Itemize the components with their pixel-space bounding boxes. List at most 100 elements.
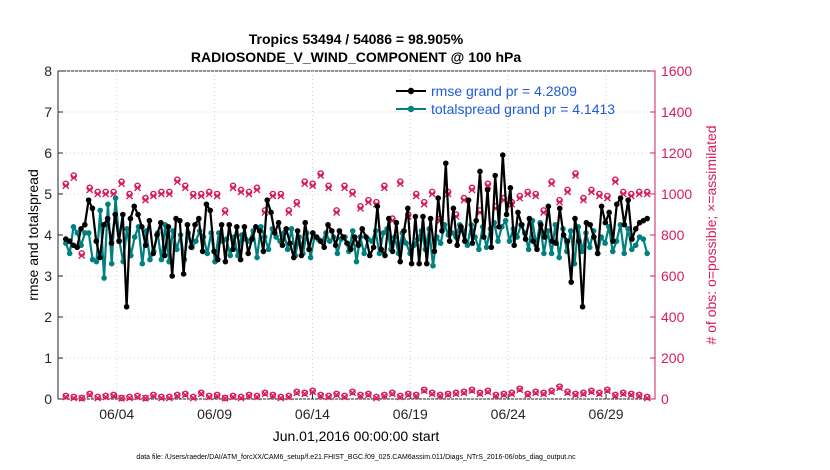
obs-assimilated-marker <box>229 184 237 192</box>
obs-possible-marker <box>189 393 197 401</box>
y-tick-label: 3 <box>44 268 52 284</box>
obs-possible-marker <box>436 391 444 399</box>
obs-assimilated-marker <box>229 393 237 401</box>
rmse-point <box>154 232 160 238</box>
rmse-point <box>291 254 297 261</box>
totalspread-point <box>602 240 608 246</box>
totalspread-point <box>502 217 509 224</box>
obs-possible-marker <box>596 389 603 397</box>
rmse-point <box>530 238 536 244</box>
obs-assimilated-marker <box>165 190 173 198</box>
rmse-point <box>625 197 631 203</box>
obs-assimilated-marker <box>245 392 253 400</box>
obs-assimilated-marker <box>126 192 134 200</box>
y2-tick-label: 1000 <box>661 186 692 202</box>
totalspread-point <box>93 258 100 265</box>
x-tick-label: 06/14 <box>295 406 330 422</box>
rmse-point <box>454 242 460 249</box>
obs-assimilated-marker <box>635 190 643 198</box>
obs-possible-marker <box>373 393 380 401</box>
obs-assimilated-marker <box>317 392 325 400</box>
rmse-point <box>484 187 491 193</box>
obs-possible-marker <box>333 390 340 398</box>
legend-spread-marker <box>407 105 415 113</box>
obs-possible-marker <box>564 388 571 396</box>
rmse-point <box>93 238 100 244</box>
obs-assimilated-marker <box>524 391 532 399</box>
totalspread-point <box>147 256 153 263</box>
obs-assimilated-marker <box>380 392 388 400</box>
obs-assimilated-marker <box>173 178 181 186</box>
obs-possible-marker <box>78 394 86 402</box>
obs-possible-marker <box>174 391 181 399</box>
obs-assimilated-marker <box>548 388 556 396</box>
rmse-point <box>374 203 381 210</box>
rmse-point <box>321 244 328 251</box>
rmse-point <box>279 242 286 249</box>
rmse-point <box>351 234 358 240</box>
obs-possible-marker <box>213 391 221 399</box>
obs-assimilated-marker <box>627 391 635 399</box>
rmse-point <box>146 217 153 224</box>
rmse-point <box>215 256 221 263</box>
obs-possible-marker <box>309 387 317 395</box>
obs-assimilated-marker <box>197 192 205 200</box>
obs-possible-marker <box>150 391 157 399</box>
obs-possible-marker <box>619 389 627 397</box>
rmse-point <box>416 260 422 267</box>
obs-possible-marker <box>277 393 285 401</box>
totalspread-point <box>579 248 585 255</box>
rmse-point <box>108 240 115 246</box>
rmse-point <box>355 242 362 249</box>
chart-title: Tropics 53494 / 54086 = 98.905% <box>249 31 464 47</box>
totalspread-point <box>476 246 482 253</box>
obs-assimilated-marker <box>540 390 548 398</box>
rmse-point <box>389 248 396 255</box>
y-axis-label: rmse and totalspread <box>25 169 41 301</box>
totalspread-point <box>621 250 628 257</box>
y-tick-label: 0 <box>44 391 52 407</box>
rmse-point <box>556 205 563 212</box>
rmse-point <box>203 201 210 208</box>
y2-tick-label: 600 <box>661 268 685 284</box>
obs-assimilated-marker <box>157 394 165 402</box>
rmse-point <box>408 260 415 267</box>
rmse-point <box>579 303 586 310</box>
obs-possible-marker <box>604 386 611 394</box>
totalspread-point <box>556 254 563 261</box>
rmse-point <box>560 232 567 238</box>
obs-assimilated-marker <box>420 200 428 208</box>
rmse-point <box>82 221 88 228</box>
obs-possible-marker <box>484 387 492 395</box>
rmse-point <box>450 205 457 212</box>
totalspread-point <box>288 226 295 232</box>
obs-assimilated-marker <box>62 182 70 190</box>
obs-assimilated-marker <box>572 172 579 180</box>
rmse-point <box>469 240 476 246</box>
rmse-point <box>336 228 343 234</box>
obs-assimilated-marker <box>70 394 78 402</box>
obs-assimilated-marker <box>428 190 436 198</box>
left-axis-ticks: 0 1 2 3 4 5 6 7 8 <box>44 63 63 407</box>
obs-possible-marker <box>166 393 173 401</box>
y-tick-label: 4 <box>44 227 52 243</box>
y-tick-label: 7 <box>44 104 52 120</box>
obs-assimilated-marker <box>309 388 317 396</box>
rmse-point <box>366 252 373 259</box>
obs-assimilated-marker <box>78 252 86 259</box>
totalspread-point <box>105 201 111 208</box>
obs-assimilated-marker <box>301 390 309 398</box>
obs-assimilated-marker <box>396 180 404 188</box>
rmse-point <box>537 221 544 228</box>
totalspread-point <box>326 238 333 244</box>
obs-possible-marker <box>452 389 460 397</box>
rmse-point <box>207 207 214 214</box>
obs-assimilated-marker <box>118 394 126 402</box>
obs-possible-marker <box>540 389 547 397</box>
rmse-point <box>123 303 130 310</box>
obs-assimilated-marker <box>516 386 524 394</box>
obs-possible-marker <box>396 392 404 400</box>
obs-possible-marker <box>86 390 94 398</box>
totalspread-point <box>254 254 260 261</box>
totalspread-point <box>158 256 165 263</box>
